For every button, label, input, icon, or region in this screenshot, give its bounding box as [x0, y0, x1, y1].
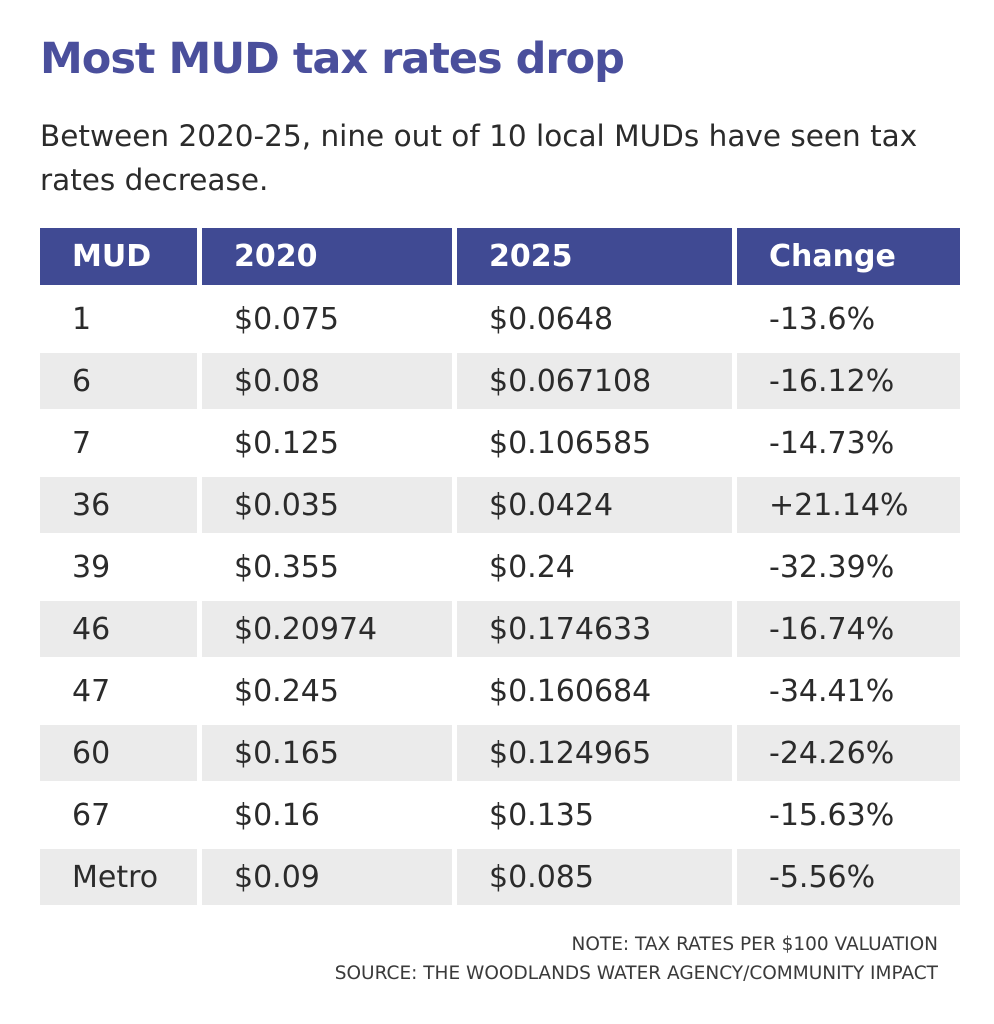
- cell-2020: $0.245: [234, 673, 339, 709]
- cell-2020: $0.355: [234, 549, 339, 585]
- cell-mud: 7: [72, 425, 92, 461]
- column-header-mud: MUD: [40, 228, 197, 285]
- cell-2025: $0.0648: [489, 301, 614, 337]
- cell-change: -15.63%: [769, 797, 895, 833]
- cell-mud: 47: [72, 673, 111, 709]
- cell-mud: 60: [40, 725, 197, 781]
- column-header-2025: 2025: [457, 228, 732, 285]
- footnotes: NOTE: TAX RATES PER $100 VALUATION SOURC…: [335, 930, 938, 988]
- cell-mud: 67: [72, 797, 111, 833]
- cell-2020: $0.125: [234, 425, 339, 461]
- table-row: 39 $0.355 $0.24 -32.39%: [40, 539, 960, 595]
- cell-2020: $0.20974: [202, 601, 452, 657]
- cell-mud: Metro: [40, 849, 197, 905]
- table-row: Metro $0.09 $0.085 -5.56%: [40, 849, 960, 905]
- cell-2025: $0.24: [489, 549, 575, 585]
- cell-2025: $0.106585: [489, 425, 652, 461]
- cell-2025: $0.174633: [457, 601, 732, 657]
- cell-2025: $0.124965: [457, 725, 732, 781]
- chart-title: Most MUD tax rates drop: [40, 34, 625, 84]
- column-header-change: Change: [737, 228, 960, 285]
- cell-mud: 39: [72, 549, 111, 585]
- cell-2020: $0.165: [202, 725, 452, 781]
- cell-2025: $0.085: [457, 849, 732, 905]
- cell-2020: $0.09: [202, 849, 452, 905]
- cell-mud: 6: [40, 353, 197, 409]
- chart-subtitle: Between 2020-25, nine out of 10 local MU…: [40, 119, 918, 197]
- cell-2020: $0.16: [234, 797, 320, 833]
- cell-2020: $0.08: [202, 353, 452, 409]
- table-row: 67 $0.16 $0.135 -15.63%: [40, 787, 960, 843]
- source-text: SOURCE: THE WOODLANDS WATER AGENCY/COMMU…: [334, 963, 938, 984]
- cell-change: -34.41%: [769, 673, 895, 709]
- column-header-2020: 2020: [202, 228, 452, 285]
- cell-change: +21.14%: [737, 477, 960, 533]
- cell-mud: 1: [72, 301, 92, 337]
- cell-2020: $0.035: [202, 477, 452, 533]
- table-row: 36 $0.035 $0.0424 +21.14%: [40, 477, 960, 533]
- cell-2025: $0.160684: [489, 673, 652, 709]
- cell-change: -16.12%: [737, 353, 960, 409]
- cell-mud: 36: [40, 477, 197, 533]
- header-row: MUD 2020 2025 Change: [40, 228, 960, 285]
- table-row: 6 $0.08 $0.067108 -16.12%: [40, 353, 960, 409]
- cell-2025: $0.0424: [457, 477, 732, 533]
- table-row: 47 $0.245 $0.160684 -34.41%: [40, 663, 960, 719]
- cell-change: -13.6%: [769, 301, 876, 337]
- cell-change: -5.56%: [737, 849, 960, 905]
- table-row: 7 $0.125 $0.106585 -14.73%: [40, 415, 960, 471]
- cell-change: -16.74%: [737, 601, 960, 657]
- table-row: 46 $0.20974 $0.174633 -16.74%: [40, 601, 960, 657]
- cell-2025: $0.135: [489, 797, 594, 833]
- cell-change: -24.26%: [737, 725, 960, 781]
- note-text: NOTE: TAX RATES PER $100 VALUATION: [571, 934, 939, 955]
- cell-mud: 46: [40, 601, 197, 657]
- cell-2025: $0.067108: [457, 353, 732, 409]
- table-row: 1 $0.075 $0.0648 -13.6%: [40, 291, 960, 347]
- cell-change: -14.73%: [769, 425, 895, 461]
- cell-change: -32.39%: [769, 549, 895, 585]
- tax-rate-table: MUD 2020 2025 Change 1 $0.075 $0.0648 -13.6…: [35, 222, 965, 911]
- cell-2020: $0.075: [234, 301, 339, 337]
- table-row: 60 $0.165 $0.124965 -24.26%: [40, 725, 960, 781]
